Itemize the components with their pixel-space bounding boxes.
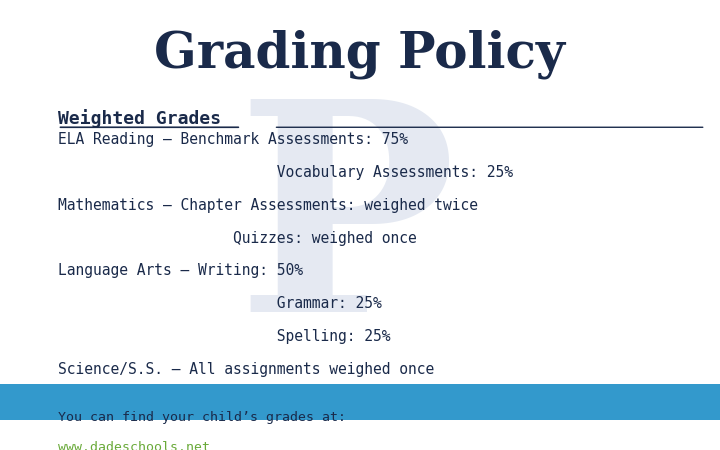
Text: Grammar: 25%: Grammar: 25%: [58, 296, 382, 311]
Text: P: P: [236, 90, 455, 373]
Text: You can find your child’s grades at:: You can find your child’s grades at:: [58, 411, 346, 424]
Text: Grading Policy: Grading Policy: [155, 29, 565, 79]
Text: www.dadeschools.net: www.dadeschools.net: [58, 441, 210, 450]
Text: Vocabulary Assessments: 25%: Vocabulary Assessments: 25%: [58, 165, 513, 180]
Text: Spelling: 25%: Spelling: 25%: [58, 329, 390, 344]
Text: ELA Reading – Benchmark Assessments: 75%: ELA Reading – Benchmark Assessments: 75%: [58, 132, 408, 147]
Text: Quizzes: weighed once: Quizzes: weighed once: [58, 230, 416, 246]
Text: Science/S.S. – All assignments weighed once: Science/S.S. – All assignments weighed o…: [58, 362, 434, 377]
Text: Language Arts – Writing: 50%: Language Arts – Writing: 50%: [58, 263, 302, 279]
Text: Mathematics – Chapter Assessments: weighed twice: Mathematics – Chapter Assessments: weigh…: [58, 198, 477, 213]
FancyBboxPatch shape: [0, 384, 720, 420]
Text: Weighted Grades: Weighted Grades: [58, 109, 221, 128]
